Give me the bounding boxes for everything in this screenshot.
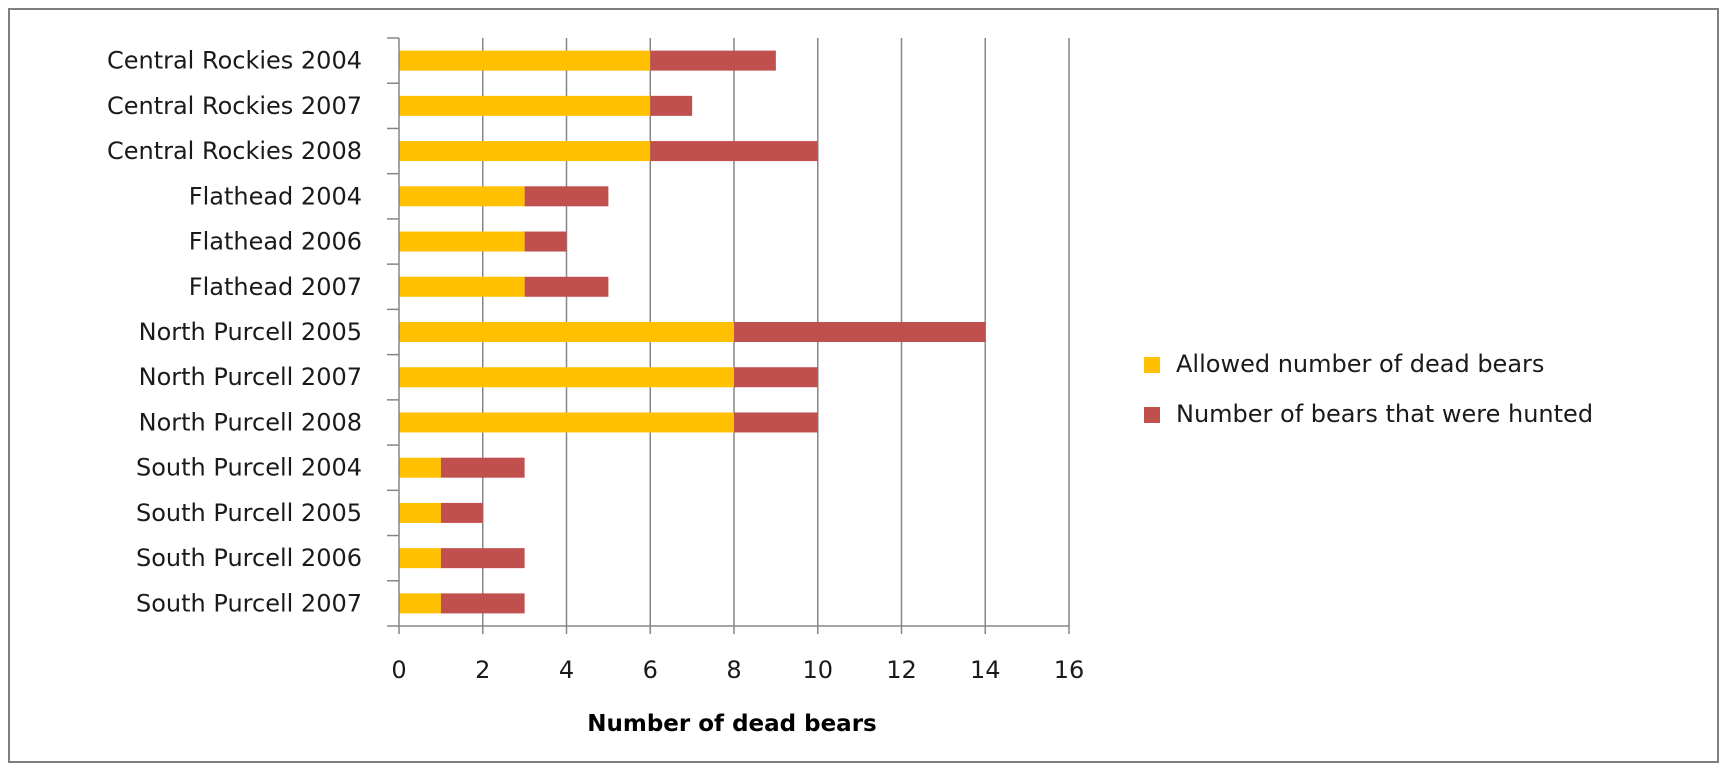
- x-tick-label-10: 10: [802, 656, 833, 684]
- bar-hunted-4: [524, 231, 567, 252]
- bar-allowed-1: [399, 95, 651, 116]
- bar-allowed-7: [399, 367, 734, 388]
- x-tick-label-12: 12: [886, 656, 917, 684]
- x-tick-label-4: 4: [559, 656, 574, 684]
- x-tick-label-16: 16: [1054, 656, 1085, 684]
- bar-hunted-12: [440, 593, 525, 614]
- x-tick-label-0: 0: [391, 656, 406, 684]
- bar-allowed-3: [399, 186, 525, 207]
- bar-hunted-6: [734, 322, 986, 342]
- bar-hunted-7: [734, 367, 818, 388]
- category-label: North Purcell 2008: [139, 408, 362, 436]
- category-label: Flathead 2004: [189, 182, 362, 210]
- bar-hunted-3: [524, 186, 609, 207]
- category-labels: Central Rockies 2004 Central Rockies 2007…: [107, 47, 362, 618]
- bar-allowed-4: [399, 231, 525, 252]
- bar-hunted-5: [524, 276, 609, 297]
- x-tick-label-8: 8: [726, 656, 741, 684]
- x-tick-label-6: 6: [643, 656, 658, 684]
- legend-swatch-0: [1144, 357, 1160, 373]
- bar-hunted-1: [650, 95, 693, 116]
- bar-hunted-11: [440, 548, 525, 569]
- bar-allowed-9: [399, 457, 441, 478]
- axes: [387, 37, 1070, 634]
- category-label: Central Rockies 2007: [107, 92, 362, 120]
- category-label: South Purcell 2007: [136, 589, 362, 617]
- bar-hunted-8: [734, 412, 818, 433]
- legend-swatch-1: [1144, 407, 1160, 423]
- x-tick-label-2: 2: [475, 656, 490, 684]
- bar-hunted-9: [440, 457, 525, 478]
- category-label: Central Rockies 2004: [107, 47, 362, 75]
- legend-label-0: Allowed number of dead bears: [1176, 350, 1544, 378]
- category-label: Central Rockies 2008: [107, 137, 362, 165]
- bar-allowed-11: [399, 548, 441, 569]
- category-label: Flathead 2006: [189, 228, 362, 256]
- category-label: North Purcell 2005: [139, 318, 362, 346]
- category-label: South Purcell 2004: [136, 454, 362, 482]
- bars: [399, 50, 986, 614]
- bar-allowed-6: [399, 322, 734, 342]
- chart-frame: [8, 8, 1719, 763]
- legend-label-1: Number of bears that were hunted: [1176, 400, 1593, 428]
- legend: Allowed number of dead bears Number of be…: [1144, 350, 1593, 428]
- bar-allowed-12: [399, 593, 441, 614]
- category-label: South Purcell 2006: [136, 544, 362, 572]
- x-tick-label-14: 14: [970, 656, 1001, 684]
- x-axis-title: Number of dead bears: [587, 711, 877, 737]
- category-label: Flathead 2007: [189, 273, 362, 301]
- bar-allowed-0: [399, 50, 651, 71]
- bar-allowed-8: [399, 412, 734, 433]
- bar-allowed-10: [399, 502, 441, 523]
- category-label: South Purcell 2005: [136, 499, 362, 527]
- category-label: North Purcell 2007: [139, 363, 362, 391]
- bar-allowed-5: [399, 276, 525, 297]
- bar-hunted-10: [440, 502, 483, 523]
- bar-hunted-0: [650, 50, 776, 71]
- bar-allowed-2: [399, 141, 651, 162]
- x-tick-labels: 0 2 4 6 8 10 12 14 16: [391, 656, 1084, 684]
- bar-hunted-2: [650, 141, 818, 162]
